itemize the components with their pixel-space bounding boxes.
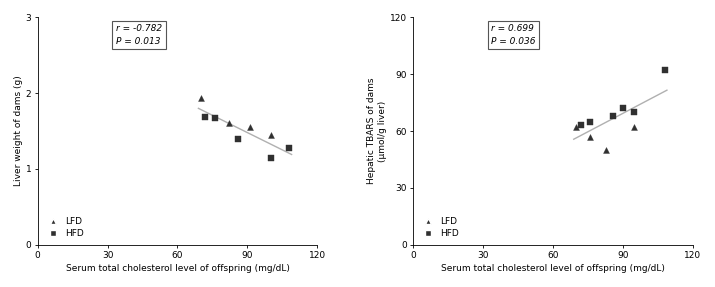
Point — [284, 146, 295, 151]
X-axis label: Serum total cholesterol level of offspring (mg/dL): Serum total cholesterol level of offspri… — [441, 264, 665, 273]
Point — [199, 115, 211, 120]
Y-axis label: Hepatic TBARS of dams
(μmol/g liver): Hepatic TBARS of dams (μmol/g liver) — [368, 78, 387, 184]
Point — [223, 121, 235, 126]
Point — [265, 155, 276, 160]
X-axis label: Serum total cholesterol level of offspring (mg/dL): Serum total cholesterol level of offspri… — [66, 264, 290, 273]
Text: r = 0.699
P = 0.036: r = 0.699 P = 0.036 — [491, 24, 536, 46]
Point — [628, 125, 640, 129]
Legend: LFD, HFD: LFD, HFD — [418, 215, 460, 240]
Point — [659, 68, 671, 73]
Point — [265, 133, 276, 137]
Point — [232, 136, 244, 141]
Y-axis label: Liver weight of dams (g): Liver weight of dams (g) — [14, 76, 23, 187]
Point — [601, 148, 612, 152]
Point — [575, 123, 586, 128]
Point — [209, 116, 220, 121]
Point — [617, 106, 628, 110]
Point — [195, 96, 207, 101]
Point — [244, 125, 255, 129]
Legend: LFD, HFD: LFD, HFD — [42, 215, 85, 240]
Point — [628, 110, 640, 115]
Point — [571, 125, 582, 129]
Point — [584, 119, 596, 124]
Point — [584, 134, 596, 139]
Text: r = -0.782
P = 0.013: r = -0.782 P = 0.013 — [116, 24, 162, 46]
Point — [608, 114, 619, 118]
